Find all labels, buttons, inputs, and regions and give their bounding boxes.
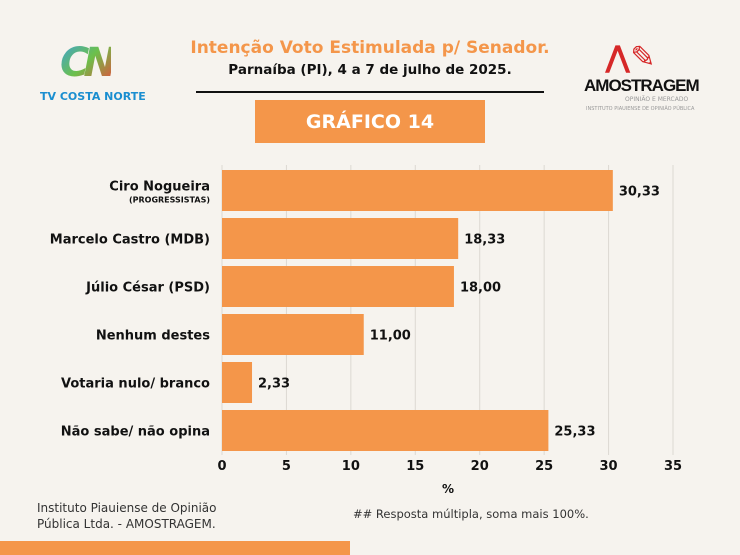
- source-line: Instituto Piauiense de Opinião: [37, 501, 217, 515]
- chart-number-badge: GRÁFICO 14: [255, 100, 485, 143]
- category-sublabel: (PROGRESSISTAS): [129, 196, 210, 205]
- category-label: Ciro Nogueira: [109, 180, 210, 195]
- bar: [222, 410, 549, 451]
- bar: [222, 266, 454, 307]
- bar: [222, 314, 364, 355]
- x-axis-label: %: [442, 482, 454, 496]
- data-label: 2,33: [258, 377, 290, 392]
- footnote: ## Resposta múltipla, soma mais 100%.: [353, 507, 589, 521]
- data-label: 25,33: [554, 425, 595, 440]
- x-tick-label: 15: [406, 459, 424, 474]
- data-label: 11,00: [370, 329, 411, 344]
- logo-name: AMOSTRAGEM: [584, 76, 700, 95]
- x-tick-label: 5: [282, 459, 291, 474]
- bar-chart: 0 5 10 15 20 25 30 35% 30,33 Ciro Nogueira(PROGRE…: [50, 165, 682, 496]
- x-tick-label: 20: [471, 459, 489, 474]
- category-label: Votaria nulo/ branco: [61, 377, 210, 392]
- data-label: 30,33: [619, 185, 660, 200]
- bar: [222, 218, 459, 259]
- data-label: 18,33: [464, 233, 505, 248]
- x-tick-label: 25: [535, 459, 553, 474]
- amostragem-mark-icon: ⋀✎: [605, 40, 656, 75]
- bar: [222, 170, 613, 211]
- logo-institute: INSTITUTO PIAUIENSE DE OPINIÃO PÚBLICA: [586, 106, 695, 112]
- source-note: Instituto Piauiense de Opinião Pública L…: [37, 500, 217, 532]
- decorative-bar: [0, 541, 350, 555]
- category-label: Júlio César (PSD): [85, 281, 210, 296]
- category-label: Nenhum destes: [96, 329, 210, 344]
- amostragem-logo: ⋀✎ AMOSTRAGEM OPINIÃO E MERCADO INSTITUT…: [580, 40, 730, 115]
- logo-mark: CN: [60, 40, 117, 86]
- x-tick-label: 35: [664, 459, 682, 474]
- bar: [222, 362, 253, 403]
- data-label: 18,00: [460, 281, 501, 296]
- category-label: Marcelo Castro (MDB): [50, 233, 210, 248]
- chart-title: Intenção Voto Estimulada p/ Senador.: [190, 38, 550, 58]
- chart-subtitle: Parnaíba (PI), 4 a 7 de julho de 2025.: [228, 62, 512, 78]
- category-label: Não sabe/ não opina: [61, 425, 210, 440]
- divider: [196, 91, 544, 93]
- logo-name: TV COSTA NORTE: [40, 90, 146, 103]
- x-tick-label: 0: [217, 459, 226, 474]
- source-line: Pública Ltda. - AMOSTRAGEM.: [37, 517, 216, 531]
- x-tick-label: 30: [600, 459, 618, 474]
- logo-tagline: OPINIÃO E MERCADO: [625, 96, 689, 103]
- tv-costa-norte-logo: CN TV COSTA NORTE: [40, 40, 160, 105]
- x-tick-label: 10: [342, 459, 360, 474]
